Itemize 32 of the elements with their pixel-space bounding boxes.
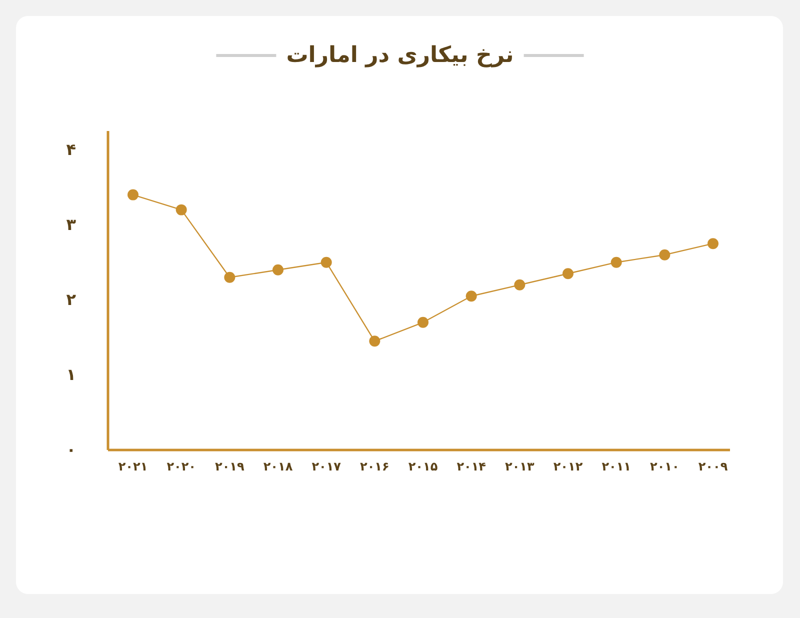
point bbox=[272, 264, 284, 276]
x-tick-label: ۲۰۲۰ bbox=[166, 460, 196, 474]
y-tick-label: ۰ bbox=[66, 440, 76, 460]
x-tick-label: ۲۰۱۲ bbox=[553, 460, 584, 474]
x-tick-label: ۲۰۱۰ bbox=[650, 460, 680, 474]
point bbox=[466, 290, 477, 302]
x-tick-label: ۲۰۱۴ bbox=[456, 460, 486, 474]
point bbox=[320, 256, 332, 268]
point bbox=[659, 249, 670, 260]
chart-title: نرخ بیکاری در امارات bbox=[286, 43, 514, 68]
x-tick-label: ۲۰۰۹ bbox=[698, 460, 728, 474]
x-tick-label: ۲۰۱۱ bbox=[602, 460, 631, 474]
x-tick-label: ۲۰۱۷ bbox=[312, 460, 342, 474]
x-tick-label: ۲۰۱۹ bbox=[215, 460, 245, 474]
point bbox=[562, 268, 574, 280]
x-tick-label: ۲۰۲۱ bbox=[118, 460, 148, 474]
point bbox=[176, 204, 187, 216]
point bbox=[514, 279, 526, 290]
point bbox=[369, 336, 380, 347]
point bbox=[128, 189, 138, 200]
y-tick-label: ۱ bbox=[66, 365, 76, 384]
point bbox=[708, 238, 718, 250]
point bbox=[418, 316, 428, 328]
y-tick-label: ۲ bbox=[66, 290, 76, 309]
x-tick-label: ۲۰۱۸ bbox=[263, 460, 294, 474]
point bbox=[224, 272, 236, 283]
x-tick-label: ۲۰۱۵ bbox=[408, 460, 438, 474]
x-tick-label: ۲۰۱۳ bbox=[505, 460, 535, 474]
y-tick-label: ۴ bbox=[66, 140, 76, 159]
point bbox=[610, 256, 622, 268]
x-tick-label: ۲۰۱۶ bbox=[360, 460, 390, 474]
y-tick-label: ۳ bbox=[66, 214, 76, 234]
